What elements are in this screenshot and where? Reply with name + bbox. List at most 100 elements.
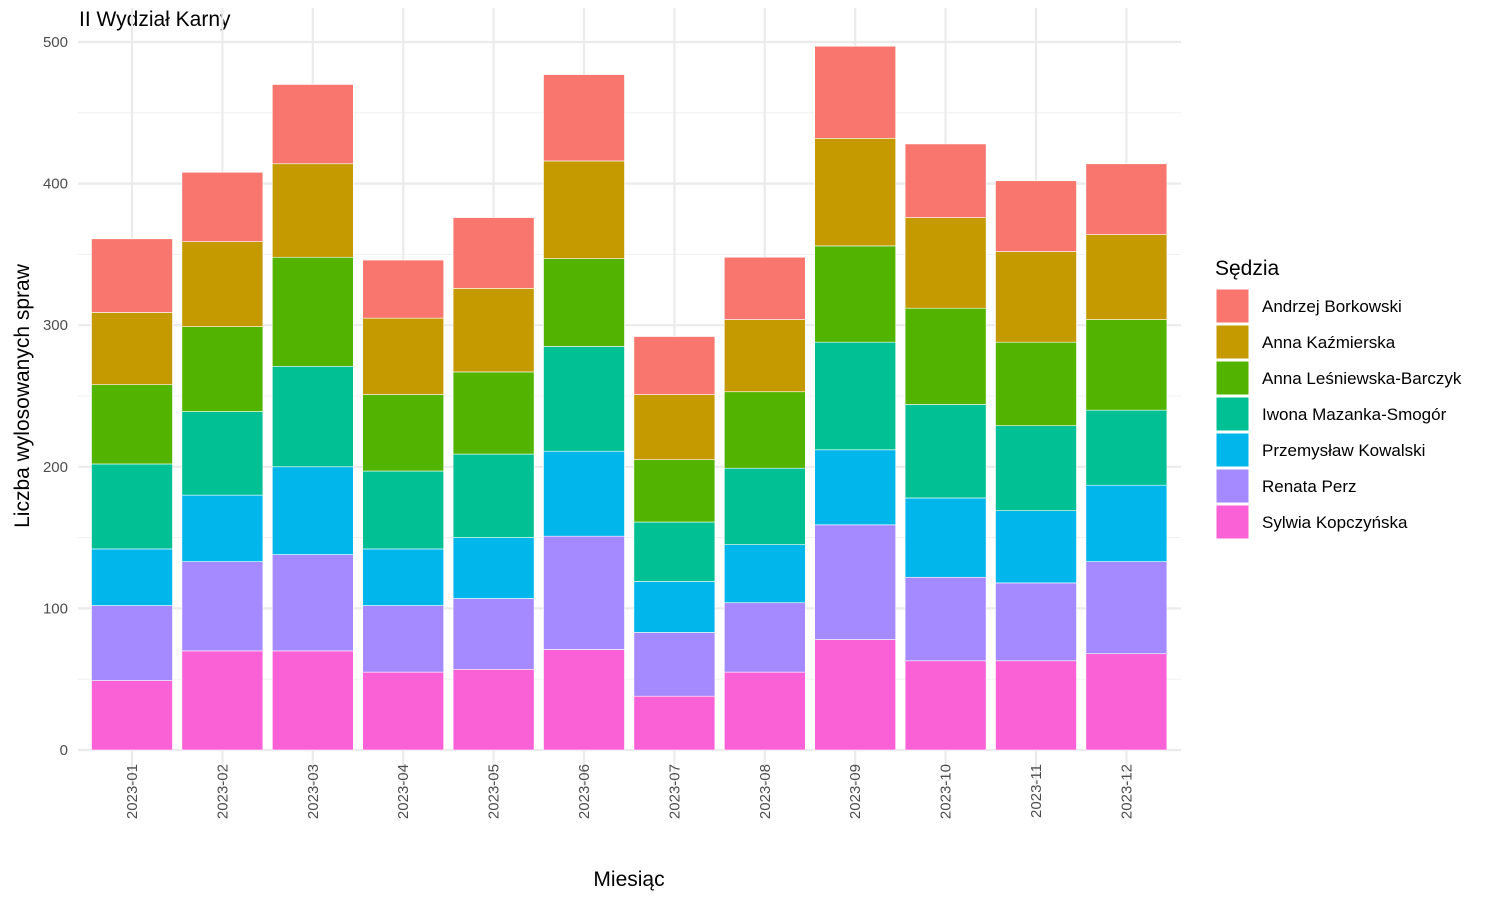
x-axis-ticks: 2023-01 2023-02 2023-03 2023-04 2023-05 2023-… [124, 764, 1135, 819]
bar-segment [1085, 561, 1168, 655]
x-tick-label: 2023-07 [666, 764, 683, 819]
bar-segment [723, 467, 806, 545]
legend: Sędzia Andrzej Borkowski Anna Kaźmierska A… [1215, 257, 1462, 540]
bar-segment [181, 241, 264, 327]
bar-segment [633, 459, 716, 523]
bar-segment [633, 632, 716, 697]
y-tick-label: 500 [43, 34, 68, 51]
bar-segment [91, 384, 173, 465]
bar-segment [181, 494, 264, 562]
bar-segment [91, 238, 173, 313]
bar-segment [1085, 319, 1168, 411]
bar-segment [904, 404, 987, 499]
y-axis-ticks: 0 100 200 300 400 500 [43, 34, 68, 759]
bar-segment [452, 537, 535, 599]
y-tick-label: 400 [43, 176, 68, 193]
legend-label: Sylwia Kopczyńska [1262, 513, 1408, 532]
legend-label: Iwona Mazanka-Smogór [1262, 405, 1447, 424]
bar-segment [814, 45, 897, 139]
bar-segment [723, 319, 806, 393]
legend-label: Andrzej Borkowski [1262, 297, 1402, 316]
y-tick-label: 100 [43, 600, 68, 617]
bar-segment [633, 394, 716, 461]
bar-segment [452, 668, 535, 751]
legend-label: Przemysław Kowalski [1262, 441, 1425, 460]
bar-segment [181, 411, 264, 496]
x-tick-label: 2023-04 [395, 764, 412, 819]
bar-segment [543, 74, 625, 162]
bar-segment [543, 346, 625, 452]
bar-segment [543, 160, 625, 259]
bar-segment [362, 470, 445, 550]
bar-segment [723, 671, 806, 751]
bar-segment [995, 180, 1077, 252]
bar-segment [904, 497, 987, 578]
x-tick-label: 2023-11 [1028, 764, 1045, 818]
bar-segment [362, 671, 445, 751]
bar-segment [904, 217, 987, 309]
x-axis-title: Miesiąc [593, 868, 664, 891]
bar-segment [1085, 234, 1168, 320]
bar-segment [633, 581, 716, 633]
bar-segment [181, 171, 264, 242]
bar-segment [543, 450, 625, 537]
legend-key [1215, 504, 1250, 540]
bar-segment [995, 251, 1077, 343]
bar-segment [452, 598, 535, 670]
bar-segment [543, 649, 625, 751]
x-tick-label: 2023-12 [1118, 764, 1135, 819]
bar-segment [452, 288, 535, 373]
bar-segment [904, 576, 987, 662]
bar-segment [271, 256, 354, 367]
bar-segment [543, 258, 625, 347]
bar-segment [362, 394, 445, 472]
bar-segment [995, 341, 1077, 427]
bar-segment [362, 605, 445, 673]
x-tick-label: 2023-09 [847, 764, 864, 819]
bar-segment [271, 554, 354, 652]
bar-segment [91, 548, 173, 606]
bar-segment [995, 510, 1077, 584]
bar-segment [271, 163, 354, 258]
bar-segment [904, 660, 987, 751]
bar-segment [1085, 484, 1168, 562]
bar-segment [814, 341, 897, 451]
bar-segment [814, 524, 897, 640]
legend-key [1215, 360, 1250, 396]
bar-segment [904, 143, 987, 218]
bar-segment [362, 317, 445, 395]
bar-segment [633, 695, 716, 751]
legend-key [1215, 324, 1250, 360]
legend-label: Anna Kaźmierska [1262, 333, 1396, 352]
y-tick-label: 300 [43, 317, 68, 334]
bar-segment [543, 535, 625, 650]
x-tick-label: 2023-02 [214, 764, 231, 819]
bar-segment [91, 463, 173, 550]
bar-segment [452, 453, 535, 538]
x-tick-label: 2023-10 [938, 764, 955, 819]
bar-segment [181, 650, 264, 751]
bar-segment [91, 680, 173, 751]
x-tick-label: 2023-06 [576, 764, 593, 819]
bar-segment [995, 660, 1077, 751]
bar-segment [362, 259, 445, 319]
bar-segment [904, 307, 987, 405]
chart-title: II Wydział Karny [79, 8, 231, 31]
bar-segment [271, 650, 354, 751]
legend-label: Renata Perz [1262, 477, 1357, 496]
legend-key [1215, 468, 1250, 504]
bar-segment [995, 425, 1077, 511]
legend-key [1215, 432, 1250, 468]
bar-segment [995, 582, 1077, 662]
x-tick-label: 2023-05 [486, 764, 503, 819]
x-tick-label: 2023-01 [124, 764, 141, 819]
y-axis-title: Liczba wylosowanych spraw [11, 263, 34, 528]
bar-segment [452, 371, 535, 455]
bar-segment [723, 544, 806, 604]
bar-segment [723, 391, 806, 469]
bar-segment [181, 561, 264, 652]
bar-segment [1085, 653, 1168, 751]
bar-segment [814, 137, 897, 247]
bar-segment [1085, 409, 1168, 486]
